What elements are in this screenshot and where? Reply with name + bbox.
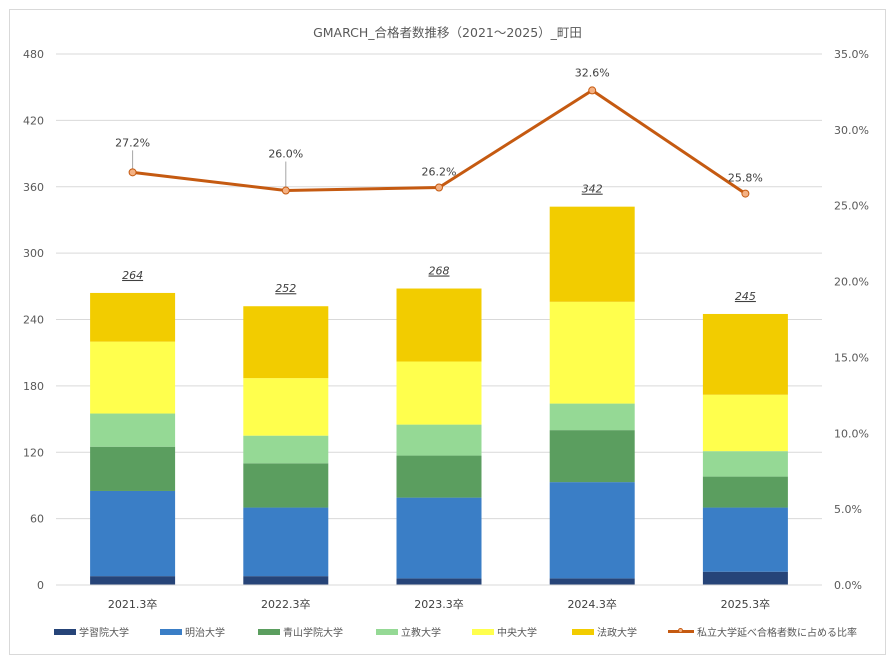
legend-item: 学習院大学 [54, 624, 129, 639]
bar-segment-青山学院大学 [243, 463, 329, 508]
x-tick-label: 2025.3卒 [721, 597, 771, 611]
y-right-tick-label: 25.0% [834, 200, 869, 213]
legend-swatch [472, 628, 494, 635]
y-right-tick-label: 20.0% [834, 276, 869, 289]
legend-marker [678, 628, 683, 633]
bar-segment-学習院大学 [90, 576, 176, 585]
total-label: 342 [582, 183, 603, 196]
legend-line-swatch [668, 628, 694, 633]
bar-segment-中央大学 [702, 394, 788, 452]
y-left-tick-label: 60 [30, 513, 44, 526]
y-left-tick-label: 360 [23, 181, 44, 194]
total-labels: 264 252 268 342 245 [122, 183, 756, 303]
bar-segment-明治大学 [396, 497, 482, 579]
legend-item: 法政大学 [572, 624, 637, 639]
y-right-tick-label: 5.0% [834, 503, 862, 516]
bar-segment-学習院大学 [396, 578, 482, 585]
y-right-tick-label: 35.0% [834, 48, 869, 61]
bar-segment-立教大学 [396, 424, 482, 456]
y-axis-left: 0 60 120 180 240 300 360 420 480 [23, 48, 44, 592]
y-left-tick-label: 300 [23, 247, 44, 260]
ratio-marker [588, 86, 597, 95]
bar-segment-法政大学 [702, 313, 788, 395]
bar-segment-青山学院大学 [549, 430, 635, 483]
ratio-data-label: 32.6% [575, 66, 610, 79]
legend-item: 青山学院大学 [258, 624, 343, 639]
legend-label: 中央大学 [497, 628, 537, 639]
ratio-marker [281, 186, 290, 195]
bar-segment-中央大学 [396, 361, 482, 425]
y-left-tick-label: 180 [23, 380, 44, 393]
legend-swatch [572, 628, 594, 635]
bar-segment-法政大学 [243, 306, 329, 379]
x-axis: 2021.3卒 2022.3卒 2023.3卒 2024.3卒 2025.3卒 [56, 584, 822, 611]
legend-swatch [258, 628, 280, 635]
legend-label: 明治大学 [185, 628, 225, 639]
bar-segment-中央大学 [549, 301, 635, 404]
legend-label: 立教大学 [401, 628, 441, 639]
x-tick-label: 2023.3卒 [414, 597, 464, 611]
bar-segment-青山学院大学 [396, 455, 482, 498]
y-left-tick-label: 0 [37, 579, 44, 592]
bar-segment-明治大学 [549, 482, 635, 579]
y-left-tick-label: 480 [23, 48, 44, 61]
bar-segment-青山学院大学 [90, 446, 176, 491]
x-tick-label: 2024.3卒 [567, 597, 617, 611]
legend-swatch [54, 628, 76, 635]
legend-swatch [160, 628, 182, 635]
legend-swatch [376, 628, 398, 635]
ratio-data-label: 27.2% [115, 136, 150, 149]
legend-item: 中央大学 [472, 624, 537, 639]
stacked-bars [90, 206, 788, 585]
ratio-data-label: 26.2% [422, 166, 457, 179]
y-right-tick-label: 15.0% [834, 351, 869, 364]
legend-label: 青山学院大学 [283, 628, 343, 639]
total-label: 264 [122, 269, 143, 282]
y-axis-right: 0.0% 5.0% 10.0% 15.0% 20.0% 25.0% 30.0% 35.0% [834, 48, 869, 592]
bar-segment-明治大学 [702, 507, 788, 572]
y-right-tick-label: 10.0% [834, 427, 869, 440]
legend-item: 立教大学 [376, 624, 441, 639]
chart-title: GMARCH_合格者数推移（2021～2025）_町田 [313, 25, 582, 40]
legend-label: 法政大学 [597, 628, 637, 639]
ratio-marker [435, 183, 443, 192]
legend-label: 私立大学延べ合格者数に占める比率 [697, 628, 857, 639]
ratio-marker [128, 168, 137, 177]
bar-segment-立教大学 [549, 403, 635, 431]
legend-item: 明治大学 [160, 624, 225, 639]
bar-segment-明治大学 [243, 507, 329, 577]
ratio-marker [741, 189, 750, 198]
bar-segment-学習院大学 [702, 571, 788, 585]
ratio-line: 27.2% 26.0% 26.2% 32.6% 25.8% [115, 66, 763, 198]
total-label: 252 [275, 282, 296, 295]
bar-segment-法政大学 [549, 206, 635, 302]
bar-segment-学習院大学 [243, 576, 329, 585]
bar-segment-法政大学 [396, 288, 482, 362]
bar-segment-明治大学 [90, 490, 176, 577]
bar-segment-青山学院大学 [702, 476, 788, 508]
y-left-tick-label: 120 [23, 446, 44, 459]
legend: 学習院大学 明治大学 青山学院大学 立教大学 中央大学 法政大学 私立大学延べ合格者数に占め… [0, 624, 895, 640]
x-tick-label: 2022.3卒 [261, 597, 311, 611]
y-left-tick-label: 420 [23, 114, 44, 127]
y-left-tick-label: 240 [23, 314, 44, 327]
bar-segment-中央大学 [90, 341, 176, 414]
bar-segment-立教大学 [702, 451, 788, 477]
bar-segment-法政大学 [90, 292, 176, 342]
bar-segment-立教大学 [90, 413, 176, 447]
y-right-tick-label: 0.0% [834, 579, 862, 592]
ratio-data-label: 25.8% [728, 172, 763, 185]
bar-segment-学習院大学 [549, 578, 635, 585]
bar-segment-中央大学 [243, 378, 329, 436]
y-right-tick-label: 30.0% [834, 124, 869, 137]
x-tick-label: 2021.3卒 [108, 597, 158, 611]
total-label: 268 [429, 265, 450, 278]
bar-segment-立教大学 [243, 435, 329, 464]
total-label: 245 [735, 290, 756, 303]
legend-label: 学習院大学 [79, 628, 129, 639]
ratio-data-label: 26.0% [268, 148, 303, 161]
legend-item-line: 私立大学延べ合格者数に占める比率 [668, 624, 857, 639]
